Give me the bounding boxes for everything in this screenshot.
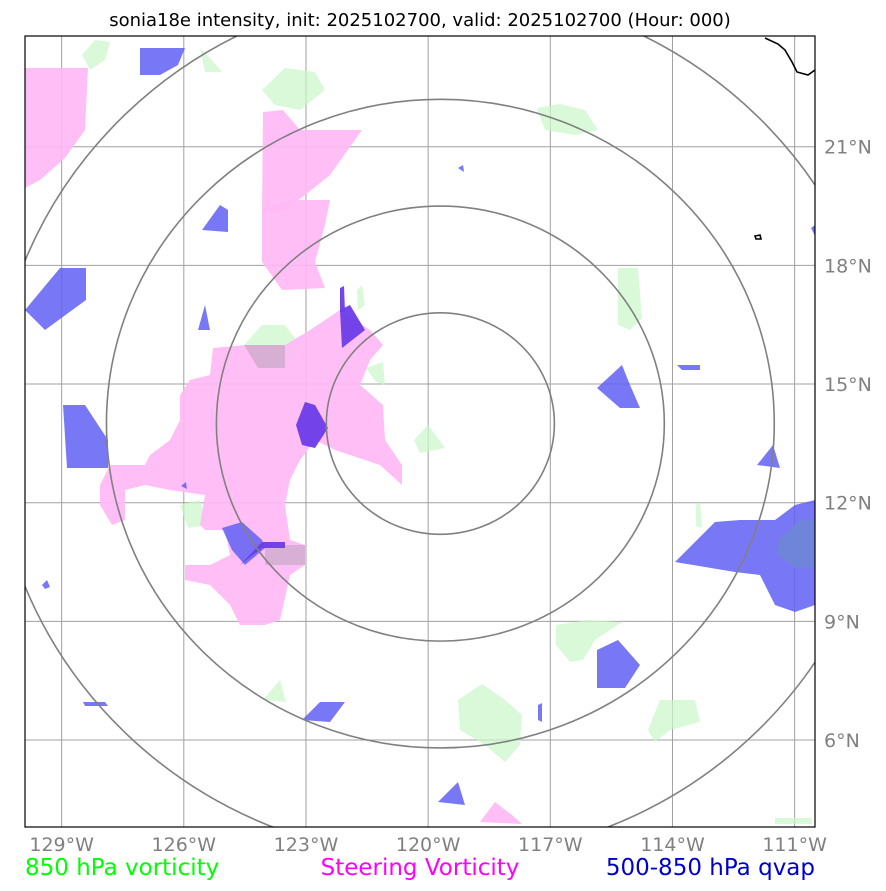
vorticity-850-region — [200, 48, 222, 72]
qvap-region — [198, 305, 210, 330]
overlap-layer — [244, 345, 305, 565]
longitude-label: 120°W — [396, 834, 461, 856]
latitude-label: 9°N — [824, 611, 860, 633]
figure-title: sonia18e intensity, init: 2025102700, va… — [109, 10, 731, 31]
overlap-region — [244, 345, 285, 368]
legend-vorticity-850: 850 hPa vorticity — [25, 855, 219, 881]
overlap-purple-region — [778, 520, 815, 568]
qvap-region — [302, 702, 345, 722]
longitude-labels: 129°W 126°W 123°W 120°W 117°W 114°W 111°… — [29, 834, 827, 856]
latitude-label: 15°N — [824, 374, 872, 396]
legend-steering-vorticity: Steering Vorticity — [321, 855, 520, 881]
overlap-purple-region — [340, 305, 365, 348]
latitude-labels: 21°N 18°N 15°N 12°N 9°N 6°N — [824, 137, 872, 752]
longitude-label: 117°W — [518, 834, 583, 856]
latitude-label: 18°N — [824, 255, 872, 277]
vorticity-850-region — [366, 362, 385, 385]
qvap-region — [181, 482, 187, 489]
vorticity-850-region — [775, 818, 812, 824]
longitude-label: 129°W — [29, 834, 94, 856]
qvap-region — [597, 640, 640, 688]
coastline-segment — [753, 234, 763, 240]
qvap-region — [25, 268, 86, 330]
qvap-region — [757, 445, 780, 468]
vorticity-850-region — [696, 502, 702, 528]
qvap-region — [222, 522, 265, 565]
overlap-purple-region — [296, 402, 328, 448]
overlap-region — [265, 545, 305, 565]
steering-vorticity-region — [480, 802, 522, 824]
steering-vorticity-region — [25, 68, 88, 188]
vorticity-850-region — [414, 425, 445, 453]
longitude-label: 126°W — [152, 834, 217, 856]
qvap-region — [538, 703, 542, 722]
vorticity-850-region — [82, 40, 110, 70]
longitude-label: 111°W — [762, 834, 827, 856]
latitude-label: 12°N — [824, 493, 872, 515]
legend-qvap: 500-850 hPa qvap — [606, 855, 815, 881]
vorticity-850-region — [556, 620, 622, 662]
steering-vorticity-region — [262, 200, 330, 290]
range-rings — [25, 36, 815, 827]
coastline — [753, 37, 815, 240]
qvap-region — [811, 225, 815, 236]
qvap-region — [677, 365, 700, 370]
vorticity-850-region — [537, 104, 598, 135]
longitude-label: 123°W — [274, 834, 339, 856]
qvap-region — [42, 580, 50, 589]
range-ring — [215, 205, 666, 642]
range-ring — [105, 98, 776, 749]
legend: 850 hPa vorticity Steering Vorticity 500… — [25, 855, 815, 881]
vorticity-850-region — [262, 68, 325, 110]
qvap-region — [438, 782, 465, 805]
longitude-label: 114°W — [640, 834, 705, 856]
qvap-region — [83, 702, 108, 706]
steering-vorticity-layer — [25, 68, 522, 824]
latitude-label: 6°N — [824, 730, 860, 752]
coastline-segment — [764, 37, 815, 76]
vorticity-850-region — [357, 285, 365, 310]
latitude-label: 21°N — [824, 137, 872, 159]
map-frame — [24, 35, 816, 828]
vorticity-850-region — [618, 268, 642, 330]
qvap-region — [63, 405, 108, 468]
qvap-region — [597, 365, 640, 408]
vorticity-850-region — [263, 680, 286, 702]
map-panel — [25, 36, 815, 827]
steering-vorticity-region — [100, 310, 402, 625]
qvap-region — [202, 205, 228, 232]
vorticity-850-region — [458, 684, 522, 762]
qvap-region — [140, 48, 185, 75]
range-ring — [325, 312, 556, 536]
vorticity-850-region — [648, 700, 700, 742]
overlap-purple-region — [240, 542, 285, 565]
overlap-purple-region — [340, 286, 345, 312]
overlap-purple-layer — [240, 286, 815, 568]
qvap-region — [458, 165, 464, 172]
